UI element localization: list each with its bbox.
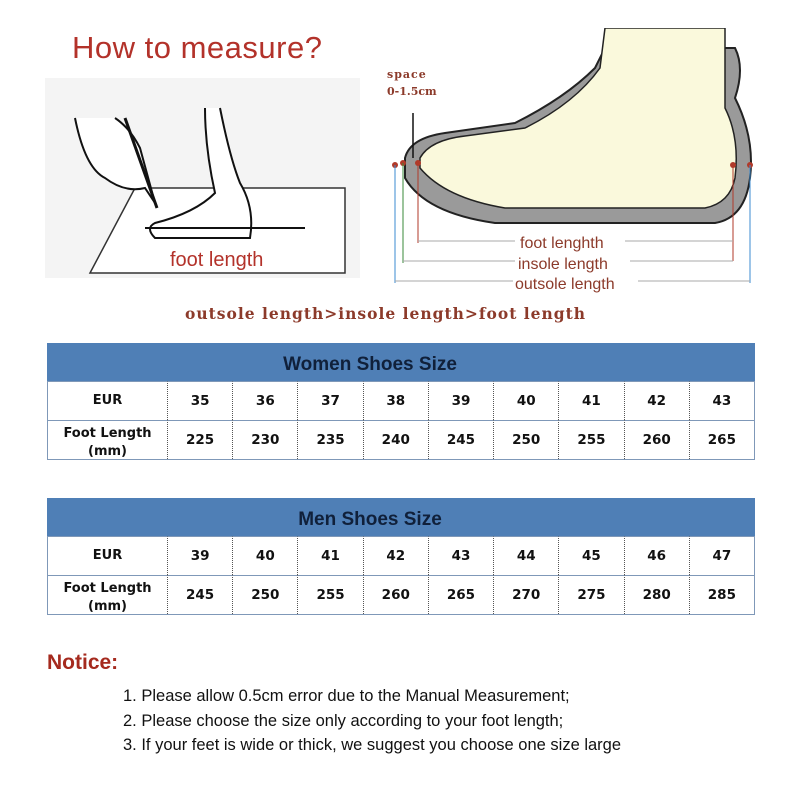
eur-size-cell: 38 — [362, 381, 428, 420]
eur-size-cell: 45 — [558, 536, 624, 575]
men-table-title: Men Shoes Size — [47, 498, 755, 536]
foot-length-cell: 250 — [232, 575, 298, 614]
eur-size-cell: 36 — [232, 381, 298, 420]
eur-size-cell: 43 — [427, 536, 494, 575]
foot-length-label: foot length — [170, 249, 263, 271]
space-value: 0-1.5cm — [387, 85, 437, 98]
eur-size-cell: 37 — [297, 381, 363, 420]
eur-size-cell: 42 — [362, 536, 428, 575]
eur-row-label: EUR — [48, 536, 167, 575]
outsole-length-label: outsole length — [515, 276, 615, 293]
eur-size-cell: 42 — [623, 381, 689, 420]
eur-size-cell: 40 — [493, 381, 559, 420]
eur-size-cell: 40 — [232, 536, 298, 575]
notice-list: 1. Please allow 0.5cm error due to the M… — [123, 684, 621, 758]
men-size-table: Men Shoes Size EUR 39 40 41 42 43 44 45 46 47 Foot… — [47, 498, 755, 615]
foot-length-cell: 265 — [688, 420, 754, 459]
foot-length-cell: 265 — [427, 575, 494, 614]
foot-length-cell: 245 — [427, 420, 494, 459]
foot-length-dimension-label: foot lenghth — [520, 235, 604, 252]
eur-size-cell: 39 — [167, 536, 233, 575]
foot-length-cell: 230 — [232, 420, 298, 459]
notice-title: Notice: — [47, 651, 119, 674]
women-size-table: Women Shoes Size EUR 35 36 37 38 39 40 41 42 43 Fo… — [47, 343, 755, 460]
foot-length-cell: 285 — [688, 575, 754, 614]
foot-length-cell: 260 — [623, 420, 689, 459]
notice-item: 2. Please choose the size only according… — [123, 711, 564, 730]
eur-size-cell: 43 — [688, 381, 754, 420]
foot-length-cell: 275 — [558, 575, 624, 614]
foot-length-cell: 280 — [623, 575, 689, 614]
foot-length-cell: 250 — [493, 420, 559, 459]
eur-size-cell: 41 — [297, 536, 363, 575]
foot-length-row-label: Foot Length (mm) — [48, 575, 167, 613]
eur-size-cell: 39 — [427, 381, 494, 420]
insole-length-label: insole length — [518, 256, 608, 273]
foot-length-row-label: Foot Length (mm) — [48, 420, 167, 458]
eur-size-cell: 47 — [688, 536, 754, 575]
space-label: space — [387, 68, 427, 81]
foot-length-cell: 240 — [362, 420, 428, 459]
foot-length-cell: 225 — [167, 420, 233, 459]
notice-item: 3. If your feet is wide or thick, we sug… — [123, 736, 622, 754]
eur-size-cell: 46 — [623, 536, 689, 575]
eur-size-cell: 35 — [167, 381, 233, 420]
length-comparison: outsole length>insole length>foot length — [185, 304, 587, 323]
foot-length-cell: 260 — [362, 575, 428, 614]
measure-foot-illustration: foot length — [45, 78, 360, 278]
women-table-title: Women Shoes Size — [47, 343, 755, 381]
foot-length-cell: 270 — [493, 575, 559, 614]
foot-length-cell: 255 — [297, 575, 363, 614]
eur-size-cell: 41 — [558, 381, 624, 420]
foot-length-cell: 255 — [558, 420, 624, 459]
eur-size-cell: 44 — [493, 536, 559, 575]
foot-length-cell: 235 — [297, 420, 363, 459]
shoe-cross-section-illustration: space 0-1.5cm foot lenghth insole length… — [385, 27, 760, 298]
eur-row-label: EUR — [48, 381, 167, 420]
foot-length-cell: 245 — [167, 575, 233, 614]
page-title: How to measure? — [72, 30, 323, 65]
notice-item: 1. Please allow 0.5cm error due to the M… — [123, 687, 570, 705]
